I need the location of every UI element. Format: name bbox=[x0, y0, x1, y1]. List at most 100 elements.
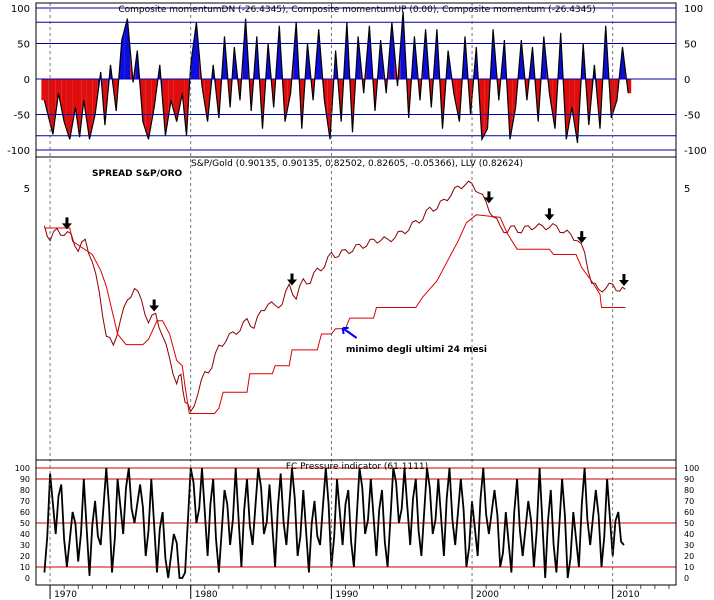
momentum-y-tick-label-left: 50 bbox=[17, 40, 30, 51]
momentum-bar bbox=[535, 79, 541, 122]
momentum-title: Composite momentumDN (-26.4345), Composi… bbox=[118, 5, 595, 15]
momentum-bar bbox=[456, 79, 463, 122]
momentum-bar bbox=[422, 29, 429, 79]
x-tick-label: 1970 bbox=[54, 590, 77, 600]
pressure-y-tick-label-left: 40 bbox=[20, 530, 30, 539]
down-arrow-marker bbox=[576, 231, 587, 244]
down-arrow-marker bbox=[287, 273, 297, 286]
momentum-bar bbox=[529, 47, 536, 85]
momentum-bar bbox=[41, 79, 49, 118]
momentum-y-tick-label-right: -100 bbox=[684, 146, 707, 157]
pressure-y-tick-label-right: 40 bbox=[684, 530, 694, 539]
momentum-bar bbox=[242, 18, 249, 80]
momentum-bar bbox=[140, 79, 146, 131]
pressure-y-tick-label-right: 80 bbox=[684, 486, 694, 495]
momentum-bar bbox=[366, 25, 373, 79]
x-tick-label: 2010 bbox=[617, 590, 640, 600]
momentum-bar bbox=[417, 64, 423, 101]
momentum-bar bbox=[411, 36, 418, 79]
price-y-tick-label-right: 5 bbox=[684, 184, 690, 195]
down-arrow-marker bbox=[149, 299, 160, 312]
pressure-y-tick-label-right: 10 bbox=[684, 563, 694, 572]
pressure-y-tick-label-right: 60 bbox=[684, 508, 694, 517]
momentum-bar bbox=[372, 68, 378, 111]
momentum-bar bbox=[580, 43, 586, 94]
momentum-bar bbox=[338, 71, 344, 122]
price-series-line bbox=[43, 180, 626, 413]
momentum-bar bbox=[113, 75, 119, 111]
momentum-bar bbox=[310, 64, 316, 101]
momentum-bar bbox=[293, 22, 299, 79]
momentum-bar bbox=[130, 50, 136, 83]
pressure-y-tick-label-right: 100 bbox=[684, 464, 699, 473]
momentum-bar bbox=[400, 11, 406, 80]
momentum-bar bbox=[586, 79, 592, 126]
pressure-y-tick-label-right: 70 bbox=[684, 497, 694, 506]
momentum-bar bbox=[541, 36, 547, 79]
momentum-bar bbox=[524, 70, 530, 101]
momentum-bar bbox=[299, 75, 305, 129]
momentum-bar bbox=[237, 59, 243, 101]
momentum-y-tick-label-left: -100 bbox=[7, 146, 30, 157]
x-tick-label: 1990 bbox=[335, 590, 358, 600]
pressure-y-tick-label-left: 100 bbox=[15, 464, 30, 473]
price-y-tick-label-left: 5 bbox=[24, 184, 30, 195]
pressure-y-tick-label-left: 60 bbox=[20, 508, 30, 517]
pressure-y-tick-label-left: 30 bbox=[20, 541, 30, 550]
x-tick-label: 1980 bbox=[195, 590, 218, 600]
momentum-bar bbox=[216, 77, 222, 118]
pressure-y-tick-label-left: 0 bbox=[25, 574, 30, 583]
pressure-y-tick-label-left: 90 bbox=[20, 475, 30, 484]
momentum-bar bbox=[77, 79, 82, 138]
momentum-bar bbox=[248, 64, 254, 111]
momentum-bar bbox=[479, 79, 485, 140]
momentum-bar bbox=[221, 36, 228, 79]
momentum-bar bbox=[428, 68, 435, 108]
momentum-bar bbox=[602, 25, 609, 79]
pressure-y-tick-label-right: 90 bbox=[684, 475, 694, 484]
annotation-arrow bbox=[341, 327, 358, 339]
momentum-bar bbox=[232, 47, 238, 79]
momentum-bar bbox=[179, 79, 185, 115]
momentum-bar bbox=[597, 77, 603, 129]
momentum-bar bbox=[445, 50, 451, 90]
momentum-bar bbox=[66, 79, 73, 140]
momentum-bar bbox=[265, 43, 271, 87]
pressure-y-tick-label-right: 30 bbox=[684, 541, 694, 550]
momentum-bar bbox=[259, 79, 266, 129]
momentum-y-tick-label-left: -50 bbox=[14, 111, 30, 122]
momentum-bar bbox=[496, 64, 502, 101]
momentum-bar bbox=[355, 36, 361, 85]
down-arrow-marker bbox=[618, 273, 629, 286]
pressure-y-tick-label-right: 0 bbox=[684, 574, 689, 583]
llv-series-line bbox=[44, 214, 626, 414]
momentum-bar bbox=[48, 79, 56, 135]
momentum-bar bbox=[254, 36, 260, 83]
pressure-y-tick-label-left: 80 bbox=[20, 486, 30, 495]
momentum-y-tick-label-left: 0 bbox=[24, 75, 30, 86]
momentum-y-tick-label-left: 100 bbox=[11, 4, 30, 15]
down-arrow-marker bbox=[61, 217, 72, 230]
momentum-bar bbox=[484, 79, 491, 134]
momentum-y-tick-label-right: -50 bbox=[684, 111, 700, 122]
momentum-bar bbox=[270, 66, 277, 108]
momentum-bar bbox=[304, 43, 311, 87]
momentum-bar bbox=[473, 47, 480, 94]
down-arrow-marker bbox=[544, 208, 555, 221]
momentum-bar bbox=[377, 40, 384, 79]
momentum-bar bbox=[563, 79, 570, 140]
momentum-bar bbox=[344, 22, 350, 79]
pressure-y-tick-label-right: 50 bbox=[684, 519, 694, 528]
momentum-bar bbox=[124, 18, 131, 80]
momentum-y-tick-label-right: 0 bbox=[684, 75, 690, 86]
pressure-y-tick-label-left: 10 bbox=[20, 563, 30, 572]
momentum-bar bbox=[173, 79, 180, 122]
momentum-bar bbox=[55, 79, 62, 114]
momentum-bar bbox=[405, 64, 412, 118]
pressure-series-line bbox=[43, 467, 625, 579]
momentum-bar bbox=[501, 40, 508, 90]
momentum-bar bbox=[462, 36, 468, 79]
momentum-y-tick-label-right: 100 bbox=[684, 4, 703, 15]
pressure-title: FC Pressure indicator (61.1111) bbox=[286, 462, 428, 472]
